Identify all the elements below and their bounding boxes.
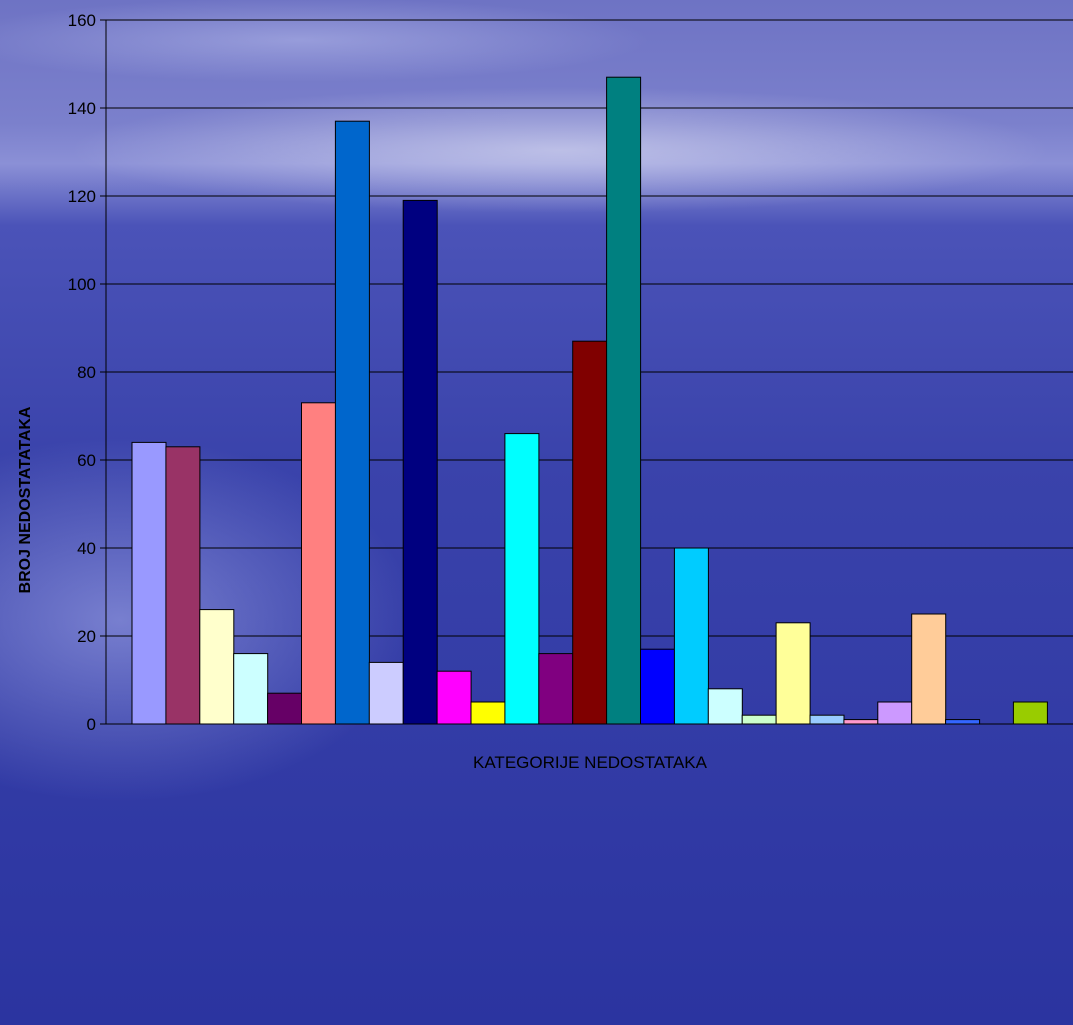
bar-1 (131, 441, 167, 725)
y-tick-label: 60 (77, 451, 96, 470)
bar-7 (334, 120, 370, 725)
bar-11 (470, 701, 506, 725)
bar-16 (640, 648, 675, 725)
y-tick-label: 160 (68, 11, 96, 30)
bar-9 (402, 199, 438, 725)
bar-13 (538, 653, 574, 725)
bar-5 (267, 692, 303, 725)
bar-4 (233, 653, 269, 725)
bar-15 (606, 76, 642, 725)
y-tick-label: 120 (68, 187, 96, 206)
x-axis-title: KATEGORIJE NEDOSTATAKA (473, 753, 708, 772)
bar-27 (1012, 701, 1048, 725)
bar-19 (741, 714, 777, 725)
bar-2 (165, 446, 201, 725)
bar-21 (809, 714, 845, 725)
y-tick-label: 100 (68, 275, 96, 294)
y-tick-label: 20 (77, 627, 96, 646)
bar-6 (301, 402, 336, 725)
bar-10 (436, 670, 472, 725)
bar-3 (199, 609, 235, 725)
y-tick-label: 80 (77, 363, 96, 382)
bar-18 (707, 688, 743, 725)
bar-24 (911, 613, 947, 725)
y-axis-title: BROJ NEDOSTATATAKA (17, 406, 34, 593)
y-tick-label: 0 (87, 715, 96, 734)
y-tick-label: 40 (77, 539, 96, 558)
bar-22 (843, 719, 879, 725)
bar-20 (775, 622, 811, 725)
bar-23 (877, 701, 913, 725)
bar-17 (673, 547, 709, 725)
y-tick-label: 140 (68, 99, 96, 118)
bar-14 (572, 340, 608, 725)
bar-8 (368, 661, 404, 725)
bars (131, 76, 1048, 725)
bar-25 (945, 719, 981, 725)
bar-12 (504, 433, 540, 725)
y-axis-ticks: 0 20 40 60 80 100 120 140 160 (68, 11, 106, 734)
